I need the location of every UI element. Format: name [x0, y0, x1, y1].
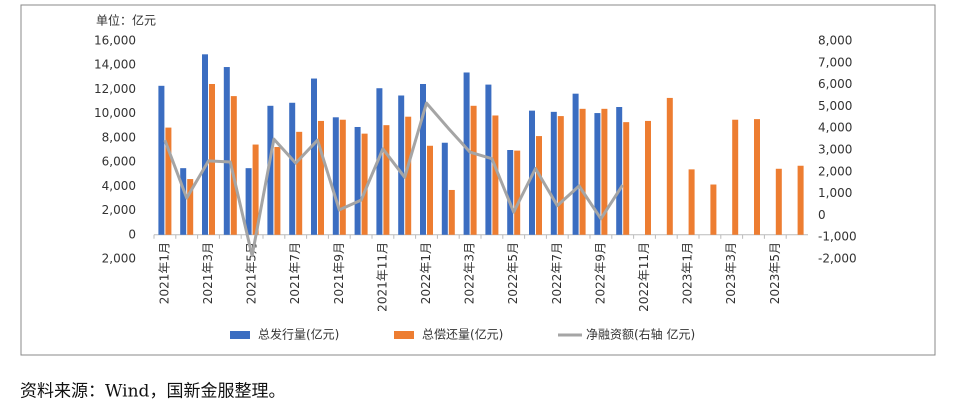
x-tick-label: 2022年3月	[463, 242, 477, 304]
chart-frame	[20, 4, 936, 356]
bar	[557, 116, 564, 235]
bar	[158, 85, 165, 235]
y-tick-label: 14,000	[94, 58, 136, 72]
y-tick-label: 2,000	[102, 252, 136, 266]
bar	[797, 165, 804, 235]
legend-label: 总偿还量(亿元)	[422, 327, 503, 342]
legend-label: 净融资额(右轴 亿元)	[586, 327, 695, 342]
y-tick-label: 6,000	[102, 155, 136, 169]
line-series	[163, 101, 624, 258]
bar	[202, 54, 208, 235]
y2-tick-label: 8,000	[818, 34, 852, 48]
bar	[507, 150, 514, 235]
y-tick-label: 0	[128, 227, 136, 241]
y-tick-label: 4,000	[102, 179, 136, 193]
legend-swatch	[230, 331, 250, 339]
bar	[754, 119, 760, 235]
bar	[339, 119, 346, 235]
bar	[645, 120, 651, 235]
bar	[376, 88, 383, 235]
bar	[405, 116, 412, 235]
bar	[165, 127, 172, 235]
legend-label: 总发行量(亿元)	[258, 327, 339, 342]
y2-tick-label: 6,000	[818, 77, 852, 91]
x-tick-label: 2022年7月	[550, 242, 564, 304]
bar	[354, 126, 361, 235]
bar	[274, 146, 281, 235]
x-tick-label: 2023年3月	[724, 242, 738, 304]
bar	[492, 115, 499, 235]
y2-tick-label: 0	[818, 208, 826, 222]
x-tick-label: 2021年5月	[245, 242, 259, 304]
x-tick-label: 2022年9月	[593, 242, 607, 304]
x-tick-label: 2021年11月	[375, 242, 389, 312]
x-tick-label: 2021年1月	[157, 242, 171, 304]
bar	[187, 179, 194, 235]
bar	[732, 119, 739, 235]
bar	[666, 97, 673, 235]
bar	[601, 108, 608, 235]
bar	[616, 107, 623, 235]
x-tick-label: 2023年1月	[681, 242, 695, 304]
bar	[427, 145, 433, 235]
y-tick-label: 12,000	[94, 82, 136, 96]
bar	[311, 78, 317, 235]
x-tick-label: 2023年5月	[768, 242, 782, 304]
bar	[230, 96, 237, 235]
bar	[448, 189, 455, 235]
bar	[594, 113, 601, 235]
bar	[514, 150, 521, 235]
bar	[267, 105, 274, 235]
x-tick-label: 2022年1月	[419, 242, 433, 304]
y2-tick-label: -1,000	[818, 230, 857, 244]
bar	[180, 168, 187, 235]
x-tick-label: 2022年5月	[506, 242, 520, 304]
bar	[420, 83, 426, 235]
legend-swatch	[394, 331, 414, 339]
bar	[252, 144, 259, 235]
y2-tick-label: 5,000	[818, 99, 852, 113]
bar	[209, 83, 215, 235]
bar	[223, 67, 230, 235]
y-tick-label: 8,000	[102, 130, 136, 144]
bar	[296, 131, 303, 235]
bar	[688, 169, 695, 235]
bar	[245, 168, 252, 235]
x-tick-label: 2022年11月	[637, 242, 651, 312]
bar	[398, 95, 405, 235]
x-tick-label: 2021年7月	[288, 242, 302, 304]
bar	[536, 136, 542, 235]
y-tick-label: 16,000	[94, 34, 136, 48]
y2-tick-label: 4,000	[818, 121, 852, 135]
x-tick-label: 2021年3月	[201, 242, 215, 304]
bar	[470, 105, 477, 235]
bar	[710, 184, 717, 235]
y2-tick-label: 7,000	[818, 55, 852, 69]
bar	[318, 120, 324, 235]
bar	[383, 125, 390, 235]
bar	[361, 133, 368, 235]
y2-tick-label: 3,000	[818, 143, 852, 157]
bar	[572, 93, 579, 235]
y2-tick-label: 1,000	[818, 186, 852, 200]
bar	[485, 84, 492, 235]
bar	[550, 111, 557, 235]
unit-label: 单位：亿元	[96, 13, 156, 28]
y-tick-label: 10,000	[94, 106, 136, 120]
source-note: 资料来源：Wind，国新金服整理。	[20, 382, 285, 402]
bar	[579, 108, 586, 235]
bar	[775, 168, 782, 235]
bar	[623, 122, 630, 235]
y2-tick-label: -2,000	[818, 252, 857, 266]
bar	[332, 117, 339, 235]
bar	[463, 72, 470, 235]
y-tick-label: 2,000	[102, 203, 136, 217]
x-tick-label: 2021年9月	[332, 242, 346, 304]
bar	[441, 142, 448, 235]
y2-tick-label: 2,000	[818, 164, 852, 178]
bar	[289, 102, 296, 235]
